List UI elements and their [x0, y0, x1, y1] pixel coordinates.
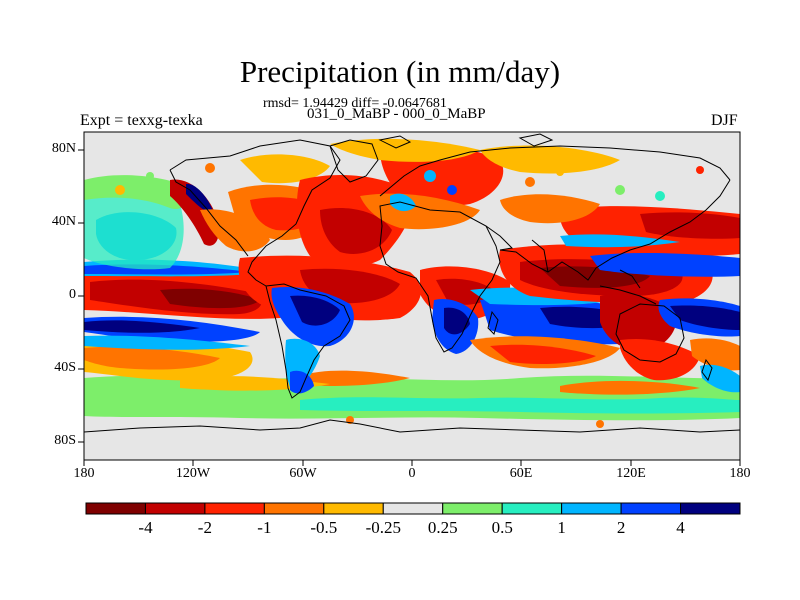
colorbar-box — [561, 502, 622, 515]
experiment-label: Expt = texxg-texka — [80, 112, 203, 129]
season-label: DJF — [711, 112, 738, 129]
contour-nzealand-cyan — [700, 364, 740, 393]
colorbar-box — [620, 502, 682, 515]
colorbar-label: -2 — [197, 518, 212, 537]
contour-namerica-yellow — [240, 154, 330, 184]
xtick-180e: 180 — [729, 466, 751, 481]
colorbar-box — [204, 502, 265, 515]
contour-npacific-east-blue — [590, 252, 740, 277]
contour-safrica-navy — [444, 307, 470, 335]
colorbar-box — [144, 502, 206, 515]
coastlines — [84, 133, 740, 433]
ytick-80s: 80S — [54, 433, 76, 448]
contour-spacific-orange — [84, 346, 220, 370]
contour-npacific-east-darkred — [640, 212, 740, 239]
stats-line: rmsd= 1.94429 diff= -0.0647681 — [263, 96, 447, 111]
contour-australia-darkred — [600, 293, 677, 352]
contour-southern-orange-2 — [560, 380, 700, 395]
ytick-40n: 40N — [51, 214, 76, 229]
colorbar-box — [501, 502, 563, 515]
colorbar-box — [323, 502, 384, 515]
contour-npacific-navy — [186, 183, 214, 214]
contour-africa-darkred — [436, 278, 496, 305]
xtick-120w: 120W — [175, 466, 211, 481]
contour-atlantic-darkred — [320, 208, 392, 254]
colorbar-box — [442, 502, 503, 515]
colorbar-label: 4 — [676, 518, 685, 537]
colorbar-label: -1 — [257, 518, 272, 537]
contour-ecpacific-maroon — [160, 288, 260, 309]
contour-speckles — [115, 163, 704, 428]
axis-ticks — [78, 149, 741, 466]
contour-swpacific-orange — [690, 338, 740, 371]
xtick-0: 0 — [408, 466, 416, 481]
colorbar-label: 2 — [616, 518, 626, 537]
xtick-120e: 120E — [616, 466, 646, 481]
contour-npacific-orange — [200, 209, 270, 252]
contour-southern-orange — [300, 370, 410, 386]
contour-southern-cyan — [300, 397, 740, 414]
contour-swpacific-navy — [670, 305, 740, 330]
contour-arctic-yellow — [330, 138, 480, 162]
ytick-0: 0 — [69, 287, 76, 302]
colorbar-label: 0.25 — [427, 518, 458, 537]
colorbar-label: 0.5 — [491, 518, 513, 537]
contour-patagonia-blue — [290, 370, 314, 394]
colorbar-box — [85, 502, 146, 515]
contour-sindian-red — [490, 344, 596, 364]
colorbar-box — [382, 502, 444, 515]
xtick-60e: 60E — [509, 466, 533, 481]
map-title: Precipitation (in mm/day) — [239, 54, 561, 89]
contour-npacific-teal — [84, 191, 184, 270]
colorbar — [85, 502, 741, 515]
contour-asia-orange — [500, 194, 600, 224]
colorbar-label: -4 — [138, 518, 153, 537]
case-line: 031_0_MaBP - 000_0_MaBP — [307, 106, 486, 122]
contour-siberia-orange — [480, 145, 620, 174]
colorbar-label: -0.25 — [365, 518, 401, 537]
colorbar-box — [680, 502, 741, 515]
contour-spcz-navy — [84, 320, 200, 333]
contour-australia-red — [620, 338, 700, 381]
xtick-60w: 60W — [289, 466, 317, 481]
contour-npacific-red — [170, 179, 220, 246]
colorbar-box — [263, 502, 325, 515]
contour-spcz-cyan — [84, 335, 250, 350]
colorbar-label: 1 — [557, 518, 566, 537]
xtick-180w: 180 — [73, 466, 95, 481]
contour-samerica-navy — [290, 295, 340, 326]
ytick-80n: 80N — [51, 141, 76, 156]
colorbar-label: -0.5 — [310, 518, 338, 537]
ytick-40s: 40S — [54, 360, 76, 375]
